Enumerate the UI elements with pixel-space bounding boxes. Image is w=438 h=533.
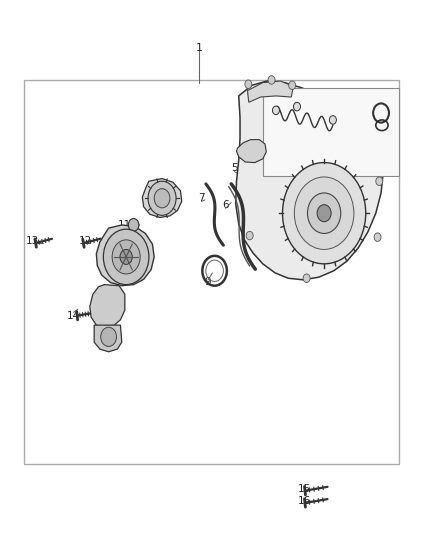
- Text: 4: 4: [389, 118, 396, 127]
- Circle shape: [246, 231, 253, 240]
- Circle shape: [303, 274, 310, 282]
- Circle shape: [148, 181, 176, 215]
- Text: 5: 5: [231, 163, 238, 173]
- Text: 11: 11: [118, 220, 131, 230]
- Circle shape: [293, 102, 300, 111]
- Circle shape: [103, 229, 149, 285]
- Text: 6: 6: [222, 200, 229, 210]
- Circle shape: [289, 81, 296, 90]
- Circle shape: [120, 249, 132, 264]
- Polygon shape: [142, 179, 182, 217]
- Text: 12: 12: [79, 236, 92, 246]
- Text: 1: 1: [196, 43, 203, 53]
- Circle shape: [154, 189, 170, 208]
- Text: 13: 13: [26, 236, 39, 246]
- Polygon shape: [237, 140, 266, 163]
- Circle shape: [128, 219, 139, 231]
- Text: 14: 14: [67, 311, 80, 320]
- Circle shape: [376, 177, 383, 185]
- Polygon shape: [263, 88, 399, 176]
- Text: 9: 9: [205, 278, 212, 287]
- Polygon shape: [94, 325, 122, 352]
- Text: 10: 10: [105, 256, 118, 266]
- Circle shape: [112, 240, 140, 274]
- Polygon shape: [90, 285, 125, 328]
- Circle shape: [374, 233, 381, 241]
- Text: 2: 2: [270, 104, 277, 114]
- Text: 15: 15: [298, 484, 311, 494]
- Text: 8: 8: [154, 187, 161, 197]
- Text: 16: 16: [298, 496, 311, 506]
- Text: 3: 3: [389, 107, 396, 117]
- Polygon shape: [236, 81, 383, 280]
- Circle shape: [283, 163, 366, 264]
- Circle shape: [268, 76, 275, 84]
- Circle shape: [329, 116, 336, 124]
- Polygon shape: [247, 81, 293, 102]
- Text: 7: 7: [198, 193, 205, 203]
- Circle shape: [294, 177, 354, 249]
- Circle shape: [317, 205, 331, 222]
- Polygon shape: [96, 225, 154, 286]
- Circle shape: [307, 193, 341, 233]
- Circle shape: [101, 327, 117, 346]
- Circle shape: [272, 106, 279, 115]
- Circle shape: [245, 80, 252, 88]
